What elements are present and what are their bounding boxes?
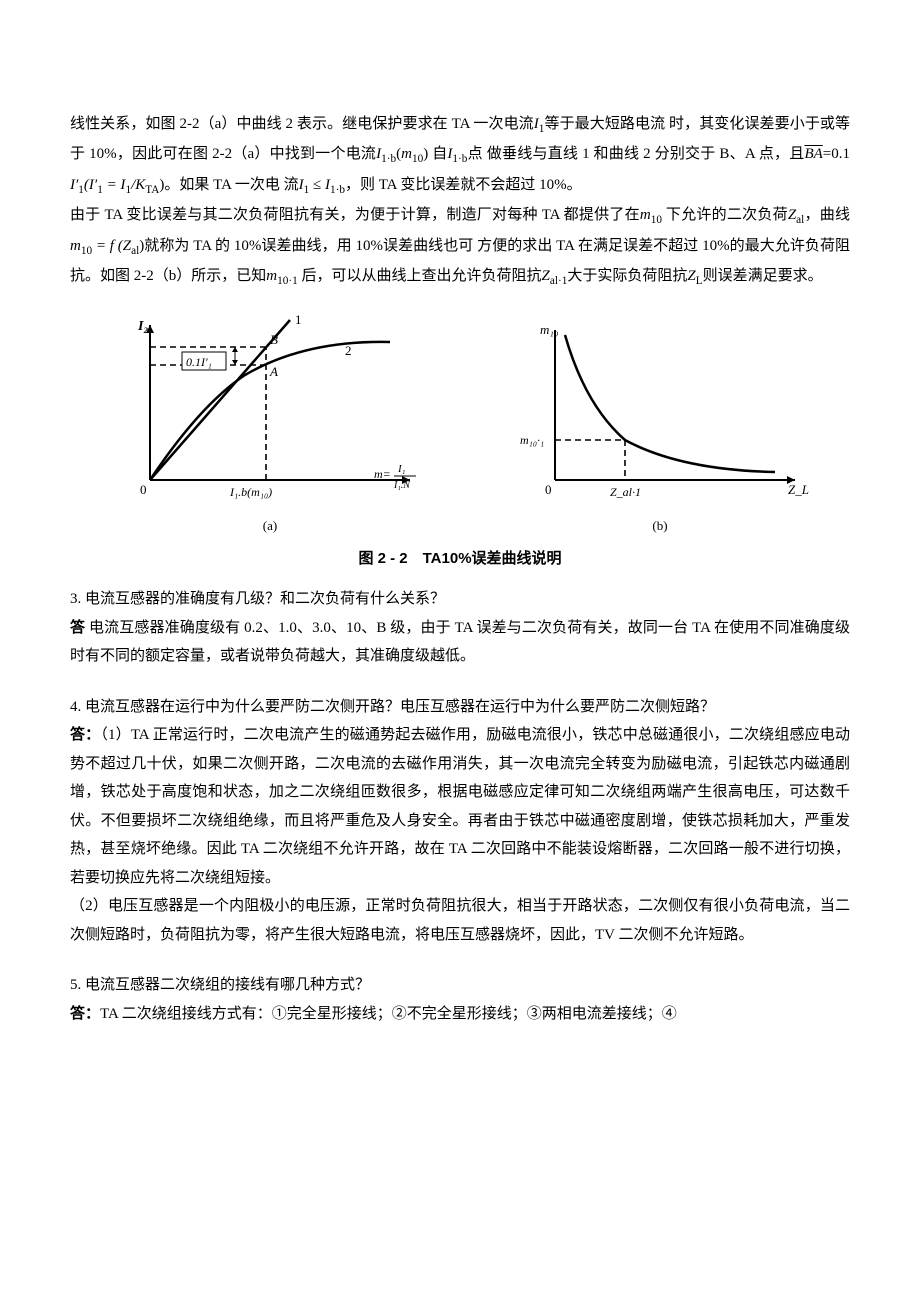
svg-text:I₁: I₁	[397, 463, 406, 475]
q3-answer: 答 电流互感器准确度级有 0.2、1.0、3.0、10、B 级，由于 TA 误差…	[70, 614, 850, 671]
sub: L	[696, 275, 703, 287]
svg-text:I₁.b(m₁₀): I₁.b(m₁₀)	[229, 485, 272, 499]
eq: (I′	[84, 177, 97, 193]
text: 大于实际负荷阻抗	[567, 268, 687, 284]
svg-text:m₁₀·₁: m₁₀·₁	[520, 433, 544, 447]
eq-fZal: = f (Z	[92, 238, 131, 254]
svg-text:2: 2	[345, 343, 352, 358]
figure-caption: 图 2 - 2 TA10%误差曲线说明	[70, 545, 850, 574]
svg-text:B: B	[270, 332, 278, 347]
var-m101: m	[266, 268, 277, 284]
text: 点	[467, 146, 482, 162]
svg-text:m=: m=	[374, 467, 391, 481]
text: （1）TA 正常运行时，二次电流产生的磁通势起去磁作用，励磁电流很小，铁芯中总磁…	[70, 727, 850, 886]
svg-text:Z_L: Z_L	[788, 482, 809, 497]
text: TA 二次绕组接线方式有：①完全星形接线；②不完全星形接线；③两相电流差接线；④	[100, 1006, 677, 1022]
eq: /K	[131, 177, 145, 193]
q4-answer-1: 答：（1）TA 正常运行时，二次电流产生的磁通势起去磁作用，励磁电流很小，铁芯中…	[70, 721, 850, 892]
le: ≤	[309, 177, 325, 193]
paragraph-2: 由于 TA 变比误差与其二次负荷阻抗有关，为便于计算，制造厂对每种 TA 都提供…	[70, 201, 850, 292]
figure-row: 0.1I′₁ B A 1 2 I₂ 0 I₁.b(m₁₀) m= I₁ I₁.N…	[70, 310, 850, 539]
var-m10: m	[401, 146, 412, 162]
sub: 1·b	[330, 184, 345, 196]
text: 下允许的二次负荷	[666, 207, 788, 223]
answer-label: 答	[70, 620, 85, 636]
paragraph-1: 线性关系，如图 2-2（a）中曲线 2 表示。继电保护要求在 TA 一次电流I1…	[70, 110, 850, 201]
text: 自	[432, 146, 447, 162]
text: =0.1	[823, 146, 850, 162]
q5-answer: 答：TA 二次绕组接线方式有：①完全星形接线；②不完全星形接线；③两相电流差接线…	[70, 1000, 850, 1029]
sub: 10	[81, 245, 92, 257]
text: 等于最大短路电流	[544, 116, 665, 132]
figure-a-svg: 0.1I′₁ B A 1 2 I₂ 0 I₁.b(m₁₀) m= I₁ I₁.N	[110, 310, 430, 510]
q4-answer-2: （2）电压互感器是一个内阻极小的电压源，正常时负荷阻抗很大，相当于开路状态，二次…	[70, 892, 850, 949]
figure-a-label: (a)	[110, 514, 430, 539]
figure-b-label: (b)	[510, 514, 810, 539]
text: 做垂线与直线 1 和曲线 2 分别交于 B、A 点，且	[487, 146, 805, 162]
eq: = I	[103, 177, 126, 193]
text: ，曲线	[804, 207, 850, 223]
svg-text:I₂: I₂	[137, 319, 148, 334]
text: 。如果 TA 一次电	[164, 177, 279, 193]
svg-text:0.1I′₁: 0.1I′₁	[186, 355, 212, 369]
text: 流	[284, 177, 299, 193]
sub: 10·1	[277, 275, 298, 287]
sub: 10	[412, 153, 423, 165]
sub: 1·b	[381, 153, 396, 165]
sub: al·1	[550, 275, 568, 287]
svg-text:Z_al·1: Z_al·1	[610, 485, 641, 499]
svg-text:0: 0	[140, 482, 147, 497]
figure-b: m₁₀ m₁₀·₁ 0 Z_al·1 Z_L (b)	[510, 310, 810, 539]
q5-question: 5. 电流互感器二次绕组的接线有哪几种方式？	[70, 971, 850, 1000]
text: 线性关系，如图 2-2（a）中曲线 2 表示。继电保护要求在 TA 一次电流	[70, 116, 534, 132]
svg-text:A: A	[269, 364, 278, 379]
q4-question: 4. 电流互感器在运行中为什么要严防二次侧开路？电压互感器在运行中为什么要严防二…	[70, 693, 850, 722]
figure-a: 0.1I′₁ B A 1 2 I₂ 0 I₁.b(m₁₀) m= I₁ I₁.N…	[110, 310, 430, 539]
sub: TA	[145, 184, 159, 196]
var-ZL: Z	[687, 268, 695, 284]
q3-question: 3. 电流互感器的准确度有几级？和二次负荷有什么关系？	[70, 585, 850, 614]
text: 后，可以从曲线上查出允许负荷阻抗	[301, 268, 541, 284]
svg-text:I₁.N: I₁.N	[393, 480, 411, 491]
var-Zal1: Z	[541, 268, 549, 284]
var-m10: m	[640, 207, 651, 223]
figure-b-svg: m₁₀ m₁₀·₁ 0 Z_al·1 Z_L	[510, 310, 810, 510]
svg-text:1: 1	[295, 312, 302, 327]
answer-label: 答：	[70, 1006, 100, 1022]
text: ，则 TA 变比误差就不会超过 10%。	[345, 177, 582, 193]
var-Zal: Z	[788, 207, 796, 223]
svg-text:0: 0	[545, 482, 552, 497]
text: 由于 TA 变比误差与其二次负荷阻抗有关，为便于计算，制造厂对每种 TA 都提供…	[70, 207, 640, 223]
text: 就称为 TA 的 10%误差曲线，用 10%误差曲线也可	[144, 238, 473, 254]
sub: 10	[651, 214, 662, 226]
sub: 1·b	[452, 153, 467, 165]
var-BA: BA	[804, 146, 822, 162]
var-m10: m	[70, 238, 81, 254]
svg-text:m₁₀: m₁₀	[540, 322, 558, 337]
text: 电流互感器准确度级有 0.2、1.0、3.0、10、B 级，由于 TA 误差与二…	[70, 620, 850, 665]
text: 则误差满足要求。	[703, 268, 823, 284]
answer-label: 答：	[70, 727, 100, 743]
